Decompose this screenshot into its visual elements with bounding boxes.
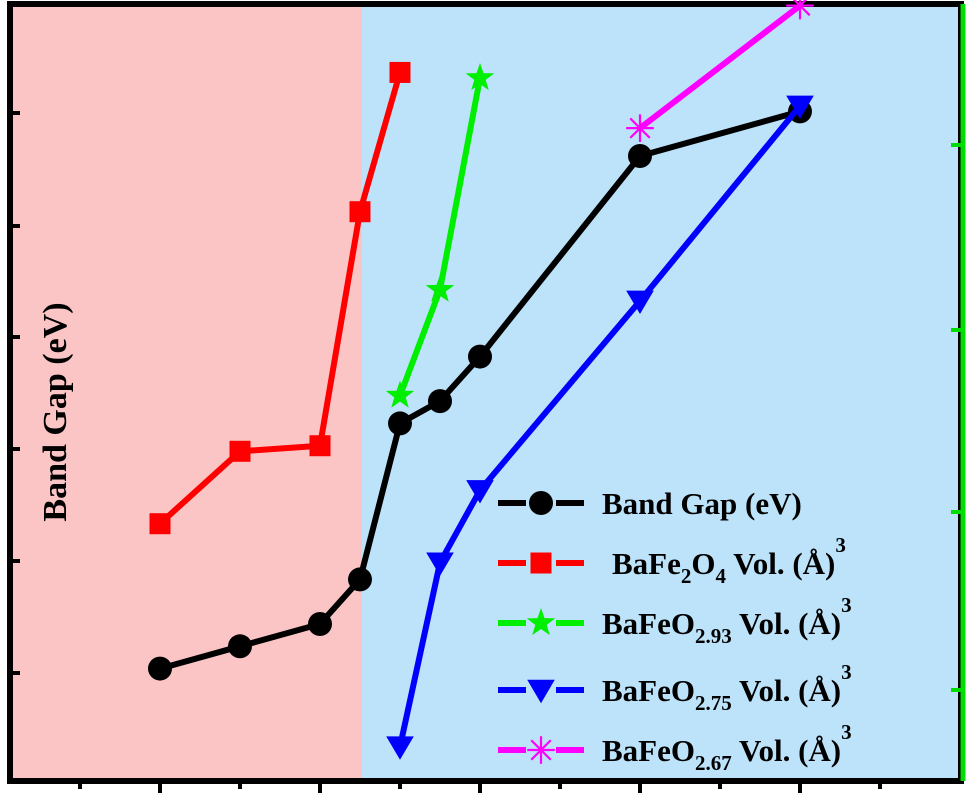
data-point-star xyxy=(526,608,556,636)
legend-item: BaFeO2.75 Vol. (Å)3 xyxy=(498,660,852,715)
legend-item: BaFeO2.67 Vol. (Å)3 xyxy=(498,720,852,775)
data-point-circle xyxy=(228,634,252,659)
legend-label: BaFeO2.67 Vol. (Å)3 xyxy=(602,720,852,775)
data-point-asterisk xyxy=(626,114,654,142)
data-point-circle xyxy=(388,411,412,436)
data-point-circle xyxy=(148,656,172,681)
right-region xyxy=(362,4,961,781)
series-5 xyxy=(626,0,814,142)
series-layer xyxy=(148,0,814,760)
left-region xyxy=(10,4,362,781)
series-line xyxy=(638,3,802,131)
data-point-circle xyxy=(468,344,492,369)
data-point-circle xyxy=(628,144,652,168)
data-point-square xyxy=(530,552,552,574)
legend-label: BaFeO2.75 Vol. (Å)3 xyxy=(602,660,852,715)
data-point-triangle xyxy=(786,95,814,120)
legend-label: BaFeO2.93 Vol. (Å)3 xyxy=(602,593,852,648)
data-point-circle xyxy=(308,612,332,636)
data-point-triangle xyxy=(527,679,555,704)
series-2 xyxy=(149,61,411,535)
data-point-square xyxy=(349,201,371,223)
data-point-circle xyxy=(348,567,372,592)
y-axis-label: Band Gap (eV) xyxy=(37,302,74,521)
data-point-circle xyxy=(428,389,452,414)
legend-label: BaFe2O4 Vol. (Å)3 xyxy=(612,533,846,588)
background-regions xyxy=(10,4,961,781)
data-point-circle xyxy=(529,491,553,515)
data-point-square xyxy=(229,440,251,462)
legend: Band Gap (eV) BaFe2O4 Vol. (Å)3BaFeO2.93 … xyxy=(498,486,852,775)
data-point-square xyxy=(389,61,411,83)
data-point-star xyxy=(465,63,495,91)
series-4 xyxy=(386,95,814,760)
axes xyxy=(7,1,966,793)
data-point-square xyxy=(309,435,331,457)
data-point-triangle xyxy=(626,290,654,315)
legend-item: BaFe2O4 Vol. (Å)3 xyxy=(498,533,846,588)
data-point-triangle xyxy=(386,736,414,760)
legend-item: BaFeO2.93 Vol. (Å)3 xyxy=(498,593,852,648)
legend-label: Band Gap (eV) xyxy=(602,486,802,521)
legend-item: Band Gap (eV) xyxy=(498,486,802,521)
data-point-asterisk xyxy=(786,0,814,20)
data-point-star xyxy=(385,380,415,408)
series-3 xyxy=(385,63,495,408)
data-point-asterisk xyxy=(527,736,555,764)
data-point-triangle xyxy=(466,480,494,504)
data-point-square xyxy=(149,513,171,535)
data-point-triangle xyxy=(426,552,454,576)
data-point-star xyxy=(425,274,455,302)
